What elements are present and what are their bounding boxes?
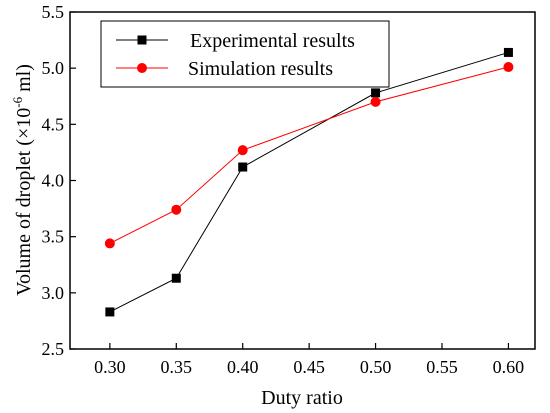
- data-point-simulation: [503, 62, 514, 73]
- legend-box: [100, 20, 390, 88]
- y-tick-label: 5.0: [42, 58, 65, 78]
- y-tick-label: 5.5: [42, 2, 65, 22]
- y-axis-ticks: 2.5 3.0 3.5 4.0 4.5 5.0 5.5: [42, 2, 76, 359]
- data-point-simulation: [370, 96, 381, 107]
- x-tick-label: 0.30: [94, 357, 126, 377]
- series-layer: [104, 47, 514, 317]
- data-point-simulation: [237, 145, 248, 156]
- series-line-0: [109, 51, 509, 313]
- x-axis-label: Duty ratio: [261, 387, 343, 409]
- legend-label-simulation: Simulation results: [188, 58, 333, 80]
- data-point-experimental: [238, 162, 248, 172]
- legend-marker-simulation: [137, 63, 147, 73]
- series-line-1: [109, 66, 509, 244]
- data-point-experimental: [171, 273, 181, 283]
- legend-marker-experimental: [137, 35, 147, 45]
- x-tick-label: 0.50: [360, 357, 392, 377]
- y-axis-label-main: Volume of droplet (×10: [13, 108, 35, 296]
- data-point-experimental: [503, 47, 513, 57]
- data-point-experimental: [371, 88, 381, 98]
- x-tick-label: 0.40: [227, 357, 259, 377]
- y-tick-label: 3.5: [42, 227, 65, 247]
- y-tick-label: 3.0: [42, 283, 65, 303]
- x-axis-ticks: 0.30 0.35 0.40 0.45 0.50 0.55 0.60: [94, 343, 524, 377]
- y-tick-label: 4.5: [42, 114, 65, 134]
- legend: Experimental results Simulation results: [100, 20, 390, 88]
- x-tick-label: 0.45: [293, 357, 325, 377]
- data-point-simulation: [104, 238, 115, 249]
- data-point-experimental: [105, 307, 115, 317]
- y-tick-label: 4.0: [42, 171, 65, 191]
- y-axis-label-unit: ml): [13, 64, 35, 97]
- legend-label-experimental: Experimental results: [190, 30, 355, 52]
- x-tick-label: 0.55: [426, 357, 458, 377]
- x-tick-label: 0.35: [161, 357, 193, 377]
- y-tick-label: 2.5: [42, 339, 65, 359]
- x-tick-label: 0.60: [493, 357, 525, 377]
- y-axis-label: Volume of droplet (×10-6 ml): [10, 64, 35, 296]
- y-axis-label-sup: -6: [10, 96, 25, 107]
- data-point-simulation: [171, 204, 182, 215]
